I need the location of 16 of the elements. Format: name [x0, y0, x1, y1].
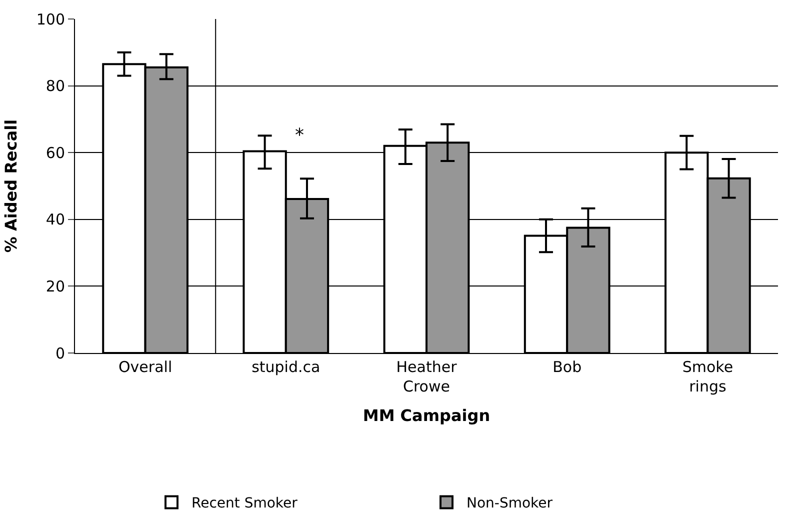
y-tick-label: 60	[46, 144, 65, 162]
y-tick-label: 0	[55, 344, 65, 362]
x-tick-label: Heather Crowe	[396, 358, 458, 396]
x-tick-label: stupid.ca	[252, 358, 320, 376]
y-tick-label: 40	[46, 210, 65, 229]
legend-label: Recent Smoker	[192, 496, 298, 512]
y-tick-label: 80	[46, 77, 65, 96]
x-tick-label: Bob	[552, 358, 582, 376]
x-tick-label: Smoke rings	[682, 358, 734, 396]
annotation: *	[295, 125, 304, 146]
y-axis-title: % Aided Recall	[1, 119, 20, 253]
x-axis-title: MM Campaign	[362, 406, 490, 426]
y-tick-label: 20	[46, 277, 65, 296]
y-tick-label: 100	[36, 10, 65, 28]
x-tick-label: Overall	[118, 358, 172, 376]
legend-label: Non-Smoker	[466, 496, 553, 512]
